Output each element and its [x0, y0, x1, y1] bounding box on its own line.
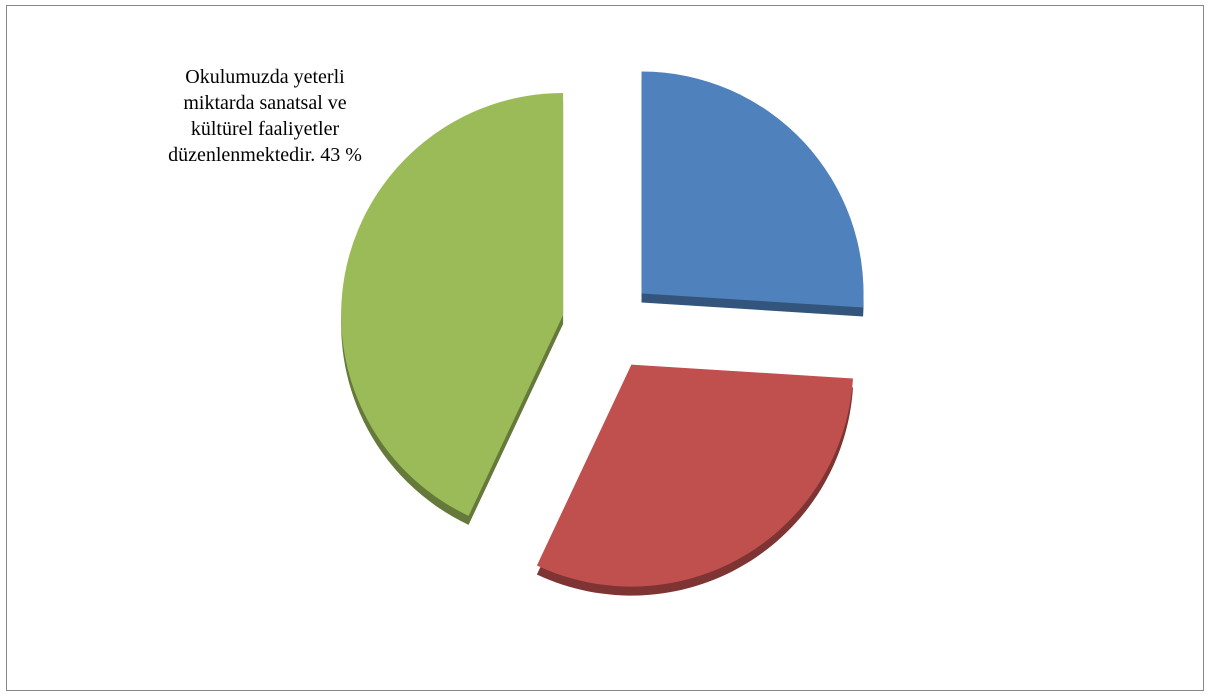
chart-frame — [6, 5, 1204, 691]
value-label: 43 % — [320, 144, 362, 166]
slice — [341, 92, 564, 516]
slice — [536, 364, 853, 587]
slice — [641, 71, 864, 308]
data-label: Okulumuzda yeterli miktarda sanatsal ve … — [160, 64, 370, 168]
slice-label: Okulumuzda yeterli miktarda sanatsal ve … — [168, 66, 347, 166]
